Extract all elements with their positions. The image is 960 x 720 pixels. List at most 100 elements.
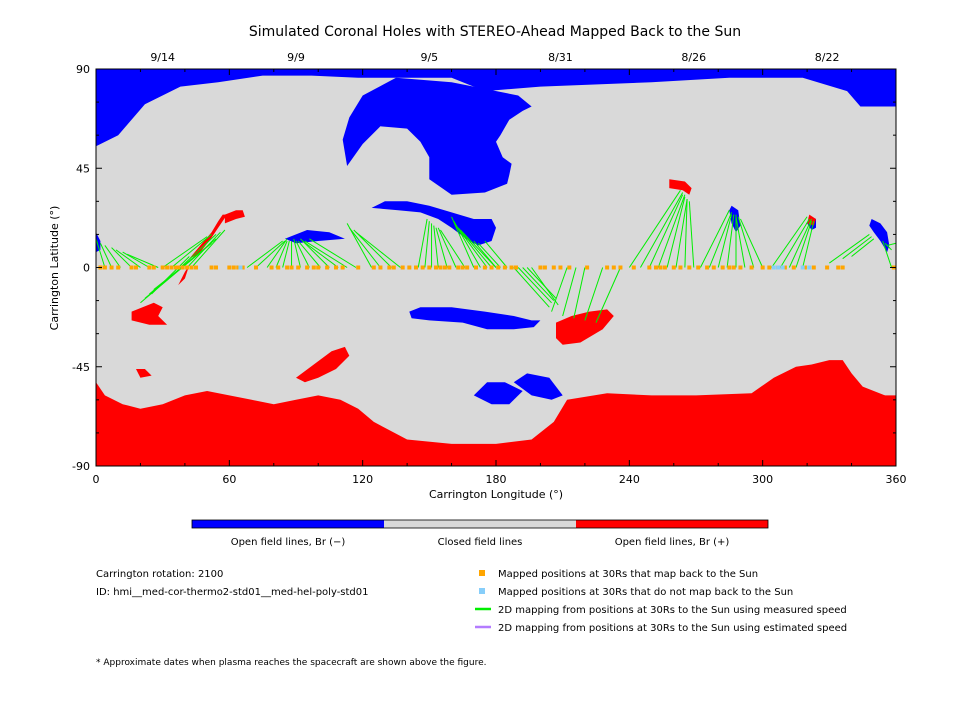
- mapped-point: [407, 265, 412, 270]
- measured-speed-line: [295, 240, 310, 268]
- y-tick-label: 45: [76, 162, 90, 175]
- mapped-point: [840, 265, 845, 270]
- unmapped-point: [776, 265, 781, 270]
- open-positive-patch: [131, 302, 168, 325]
- mapped-point: [551, 265, 556, 270]
- mapped-point: [240, 265, 245, 270]
- mapped-point: [611, 265, 616, 270]
- measured-speed-line: [440, 229, 466, 268]
- mapped-points: [98, 265, 896, 270]
- measured-speed-line: [882, 240, 893, 268]
- mapped-point: [227, 265, 232, 270]
- mapped-point: [720, 265, 725, 270]
- measured-speed-line: [708, 212, 733, 268]
- measured-speed-line: [628, 190, 681, 268]
- measured-speed-line: [417, 218, 428, 268]
- open-negative-patch: [513, 373, 563, 400]
- south-open-region: [96, 360, 896, 466]
- date-label: 9/14: [150, 51, 175, 64]
- colorbar-segment: [192, 520, 384, 528]
- mapped-point: [194, 265, 198, 270]
- mapped-point: [334, 265, 338, 270]
- mapped-point: [825, 265, 830, 270]
- measured-speed-line: [180, 234, 217, 268]
- mapped-point: [356, 265, 361, 270]
- mapped-point: [447, 265, 452, 270]
- measured-speed-line: [802, 221, 815, 268]
- mapped-point: [811, 265, 816, 270]
- measured-speed-line: [640, 192, 684, 268]
- measured-speed-line: [433, 225, 439, 268]
- mapped-point: [116, 265, 121, 270]
- mapped-point: [605, 265, 610, 270]
- mapped-point: [558, 265, 563, 270]
- open-positive-patch: [669, 179, 692, 195]
- measured-speed-line: [531, 267, 559, 306]
- measured-speed-line: [477, 242, 501, 268]
- x-axis: 0 60 120 180 240 300 360: [93, 69, 907, 486]
- open-positive-patch: [873, 395, 896, 405]
- mapped-point: [711, 265, 716, 270]
- measured-speed-line: [684, 199, 688, 268]
- measured-speed-line: [699, 209, 730, 268]
- footnote: * Approximate dates when plasma reaches …: [96, 658, 487, 668]
- mapped-point: [371, 265, 376, 270]
- measured-speed-line: [300, 238, 330, 268]
- measured-speed-line: [788, 218, 813, 268]
- mapped-point: [727, 265, 732, 270]
- mapped-point: [176, 265, 181, 270]
- measured-speed-line: [455, 225, 488, 268]
- colorbar-label: Closed field lines: [438, 537, 523, 548]
- y-tick-label: -90: [72, 460, 90, 473]
- measured-speed-line: [151, 256, 190, 295]
- legend-label: Mapped positions at 30Rs that do not map…: [498, 587, 793, 598]
- mapped-point: [102, 265, 107, 270]
- mapped-point: [316, 265, 321, 270]
- measured-speed-line: [435, 227, 448, 268]
- measured-speed-line: [842, 236, 872, 260]
- measured-speed-line: [584, 267, 604, 321]
- mapped-point: [400, 265, 405, 270]
- measured-speed-line: [457, 227, 492, 268]
- rotation-info: Carrington rotation: 2100: [96, 569, 223, 580]
- measured-speed-line: [717, 214, 733, 268]
- open-negative-patch: [284, 230, 345, 244]
- measured-speed-line: [297, 240, 321, 268]
- mapped-point: [174, 265, 178, 270]
- measured-speed-line: [851, 238, 875, 257]
- x-tick-label: 120: [352, 473, 373, 486]
- mapped-point: [678, 265, 683, 270]
- mapped-point: [585, 265, 590, 270]
- mapped-point: [662, 265, 667, 270]
- mapped-point: [802, 265, 807, 270]
- measured-speed-line: [293, 238, 301, 268]
- measured-speed-line: [688, 201, 695, 268]
- mapped-point: [687, 265, 692, 270]
- measured-speed-line: [526, 267, 557, 299]
- mapped-point: [165, 265, 170, 270]
- mapped-point: [791, 265, 796, 270]
- x-tick-label: 0: [93, 473, 100, 486]
- legend-label: Mapped positions at 30Rs that map back t…: [498, 569, 758, 580]
- mapped-point: [269, 265, 274, 270]
- mapped-point: [254, 265, 258, 270]
- north-open-extension: [342, 77, 532, 195]
- measured-speed-line: [657, 194, 686, 268]
- measured-speed-line: [460, 229, 497, 268]
- mapped-point: [387, 265, 392, 270]
- measured-speed-line: [451, 216, 475, 268]
- mapping-lines: [95, 190, 897, 323]
- mapped-point: [696, 265, 701, 270]
- mapped-point: [749, 265, 754, 270]
- measured-speed-line: [726, 214, 735, 268]
- mapped-point: [160, 265, 165, 270]
- mapped-point: [460, 265, 465, 270]
- mapped-point: [618, 265, 623, 270]
- unmapped-point: [807, 265, 812, 270]
- measured-speed-line: [355, 231, 401, 268]
- measured-speed-line: [111, 247, 132, 268]
- unmapped-point: [771, 265, 776, 270]
- legend-marker: [479, 570, 485, 576]
- open-positive-patch: [224, 210, 245, 224]
